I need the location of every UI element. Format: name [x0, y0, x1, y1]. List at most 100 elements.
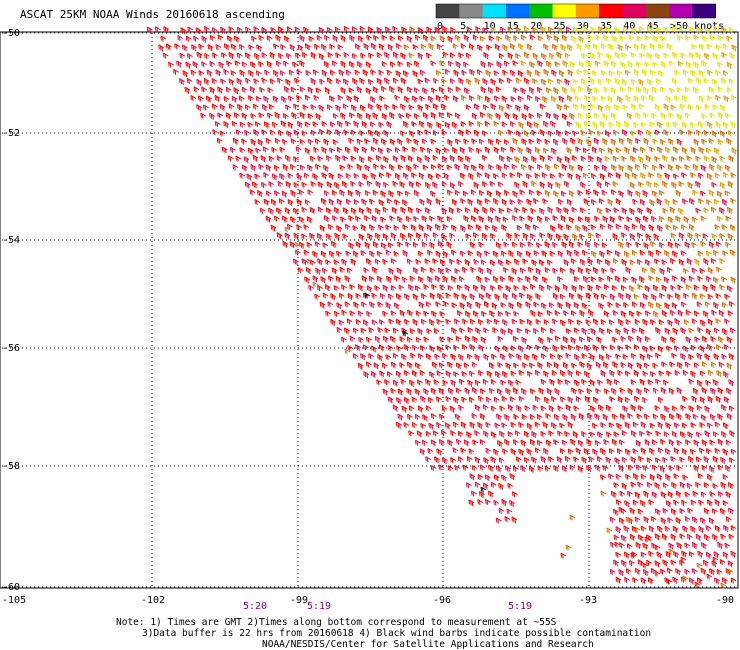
wind-barb: [392, 104, 398, 111]
wind-barb: [272, 95, 279, 103]
wind-barb: [493, 173, 499, 180]
wind-barb: [230, 146, 236, 153]
wind-barb: [228, 78, 235, 86]
wind-barb: [479, 439, 486, 446]
wind-barb: [540, 78, 547, 86]
wind-barb: [537, 60, 543, 68]
wind-barb: [438, 86, 445, 94]
wind-barb: [544, 189, 551, 197]
wind-barb: [478, 163, 485, 171]
wind-barb: [546, 309, 553, 316]
wind-barb: [636, 362, 643, 370]
wind-barb: [507, 431, 514, 438]
wind-barb: [572, 26, 579, 34]
wind-barb: [565, 404, 572, 412]
wind-barb: [593, 164, 600, 171]
wind-barb: [429, 267, 436, 274]
wind-barb: [433, 379, 440, 386]
wind-barb: [496, 388, 503, 396]
wind-barb: [681, 448, 688, 456]
wind-barb: [528, 164, 535, 171]
wind-barb: [618, 292, 624, 300]
wind-barb: [721, 577, 728, 585]
wind-barb: [460, 94, 467, 101]
wind-barb: [550, 147, 557, 155]
wind-barb: [498, 482, 504, 490]
wind-barb: [484, 276, 491, 283]
wind-barb: [674, 95, 680, 102]
wind-barb: [449, 258, 455, 265]
wind-barb: [520, 87, 526, 95]
wind-barb: [477, 370, 484, 377]
wind-barb: [575, 344, 582, 351]
wind-barb: [485, 396, 492, 403]
wind-barb: [579, 309, 586, 317]
wind-barb: [498, 207, 505, 214]
wind-barb: [381, 34, 388, 41]
wind-barb: [490, 405, 497, 412]
wind-barb: [449, 78, 456, 85]
wind-barb: [534, 172, 541, 179]
wind-barb: [325, 155, 332, 162]
wind-barb: [559, 448, 566, 455]
wind-barb: [239, 69, 246, 77]
wind-barb: [671, 481, 677, 489]
wind-barb: [716, 369, 722, 377]
wind-barb: [363, 371, 370, 379]
wind-barb: [490, 431, 497, 439]
wind-barb: [512, 113, 519, 121]
wind-barb: [654, 258, 660, 265]
wind-barb: [565, 26, 572, 33]
wind-barb: [589, 379, 596, 387]
wind-barb: [657, 447, 664, 454]
wind-barb: [569, 267, 576, 275]
wind-barb: [615, 551, 622, 558]
wind-barb: [430, 112, 437, 119]
wind-barb: [695, 155, 702, 162]
wind-barb: [578, 388, 585, 395]
wind-barb: [507, 26, 514, 33]
wind-barb: [265, 137, 272, 144]
wind-barb: [646, 207, 653, 215]
wind-barb: [180, 27, 187, 35]
wind-barb: [635, 464, 642, 471]
wind-barb: [665, 473, 671, 481]
wind-barb: [702, 310, 709, 318]
wind-barb: [698, 69, 705, 77]
wind-barb: [671, 302, 678, 310]
wind-barb: [644, 536, 651, 543]
wind-barb: [502, 69, 508, 76]
wind-barb: [654, 103, 661, 111]
time-label-1: 5:20: [243, 601, 267, 612]
wind-barb: [231, 95, 238, 103]
wind-barb: [435, 301, 441, 308]
wind-barb: [664, 198, 671, 206]
wind-barb: [623, 525, 630, 533]
wind-barb: [660, 413, 667, 421]
wind-barb: [666, 43, 673, 51]
wind-barb: [362, 173, 368, 181]
wind-barb: [259, 207, 266, 214]
wind-barb: [335, 104, 342, 112]
wind-barb: [584, 216, 591, 224]
wind-barb: [682, 69, 689, 76]
wind-barb: [488, 490, 494, 498]
wind-barb: [323, 215, 330, 223]
wind-barb: [577, 293, 584, 301]
wind-barb: [307, 86, 314, 94]
wind-barb: [630, 481, 637, 488]
wind-barb: [416, 156, 423, 164]
wind-barb: [468, 499, 475, 507]
wind-barb: [344, 275, 351, 283]
wind-barb: [504, 516, 511, 523]
wind-barb: [586, 362, 593, 370]
wind-barb: [551, 370, 558, 377]
wind-barb: [681, 121, 688, 129]
wind-barb: [464, 207, 471, 214]
wind-barb: [320, 43, 327, 51]
wind-barb: [505, 34, 511, 42]
wind-barb: [238, 95, 245, 102]
wind-barb: [482, 27, 489, 34]
wind-barb: [495, 86, 502, 93]
wind-barb: [293, 232, 300, 240]
